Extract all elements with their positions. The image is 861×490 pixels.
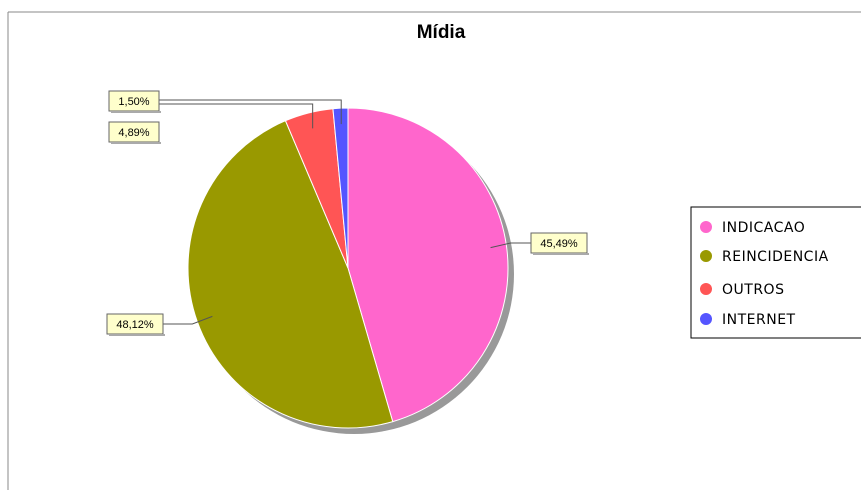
legend-label-reincidencia: REINCIDENCIA xyxy=(722,249,829,265)
pie-slices xyxy=(187,107,509,429)
legend-swatch-outros xyxy=(700,283,712,295)
legend-swatch-indicacao xyxy=(700,221,712,233)
data-label-indicacao: 45,49% xyxy=(540,238,578,250)
pie-slice-internet xyxy=(332,107,349,269)
legend: INDICACAO REINCIDENCIA OUTROS INTERNET xyxy=(690,206,861,339)
data-label-shadow xyxy=(533,253,589,255)
data-label-shadow xyxy=(111,142,161,144)
slice-labels: 45,49% 48,12% 4,89% 1,50% xyxy=(106,90,589,336)
label-leaders xyxy=(157,99,531,325)
leader-line-reincidencia xyxy=(163,315,213,325)
data-label-shadow xyxy=(111,111,161,113)
legend-box xyxy=(690,206,861,339)
data-label-reincidencia: 48,12% xyxy=(116,319,154,331)
data-label-internet: 1,50% xyxy=(118,96,149,108)
data-label-outros: 4,89% xyxy=(118,127,149,139)
leader-line-outros xyxy=(157,103,314,129)
legend-swatch-reincidencia xyxy=(700,250,712,262)
legend-label-indicacao: INDICACAO xyxy=(722,220,805,236)
chart-title: Mídia xyxy=(417,22,466,43)
leader-line-internet xyxy=(157,99,342,125)
data-label-shadow xyxy=(109,334,165,336)
legend-swatch-internet xyxy=(700,313,712,325)
pie-slice-indicacao xyxy=(347,107,509,423)
legend-label-internet: INTERNET xyxy=(722,312,796,328)
legend-label-outros: OUTROS xyxy=(722,282,784,298)
leader-line-indicacao xyxy=(490,242,531,249)
